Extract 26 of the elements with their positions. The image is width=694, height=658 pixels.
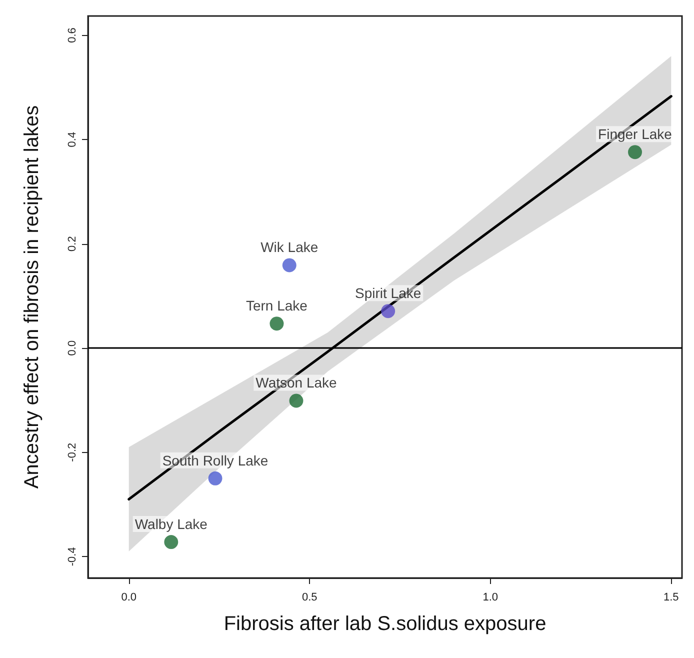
annotation: Spirit Lake: [354, 285, 422, 302]
annotation: Tern Lake: [246, 298, 308, 314]
point: [208, 471, 222, 486]
point: [628, 145, 642, 160]
annotation: Finger Lake: [598, 126, 672, 142]
x-tick-label: 0.0: [121, 592, 136, 604]
x-axis-title: Fibrosis after lab S.solidus exposure: [224, 613, 546, 635]
point: [282, 258, 296, 272]
x-tick-label: 1.0: [482, 592, 498, 604]
x-tick-label: 0.5: [302, 592, 318, 604]
point: [289, 394, 304, 408]
y-tick-label: 0.4: [66, 132, 78, 148]
annotation: Wik Lake: [260, 239, 318, 256]
y-axis-title: Ancestry effect on fibrosis in recipient lakes: [21, 105, 43, 489]
point: [381, 304, 396, 318]
y-tick-label: 0.0: [66, 340, 78, 356]
point: [270, 316, 284, 331]
y-tick-label: -0.2: [66, 442, 78, 462]
annotation: South Rolly Lake: [162, 452, 268, 468]
y-tick-label: 0.6: [66, 28, 78, 43]
annotation: Watson Lake: [256, 374, 338, 391]
y-tick-label: 0.2: [66, 236, 78, 252]
point: [164, 535, 178, 550]
annotation: Walby Lake: [134, 516, 208, 532]
x-tick-label: 1.5: [664, 592, 679, 604]
y-tick-label: -0.4: [66, 547, 78, 566]
